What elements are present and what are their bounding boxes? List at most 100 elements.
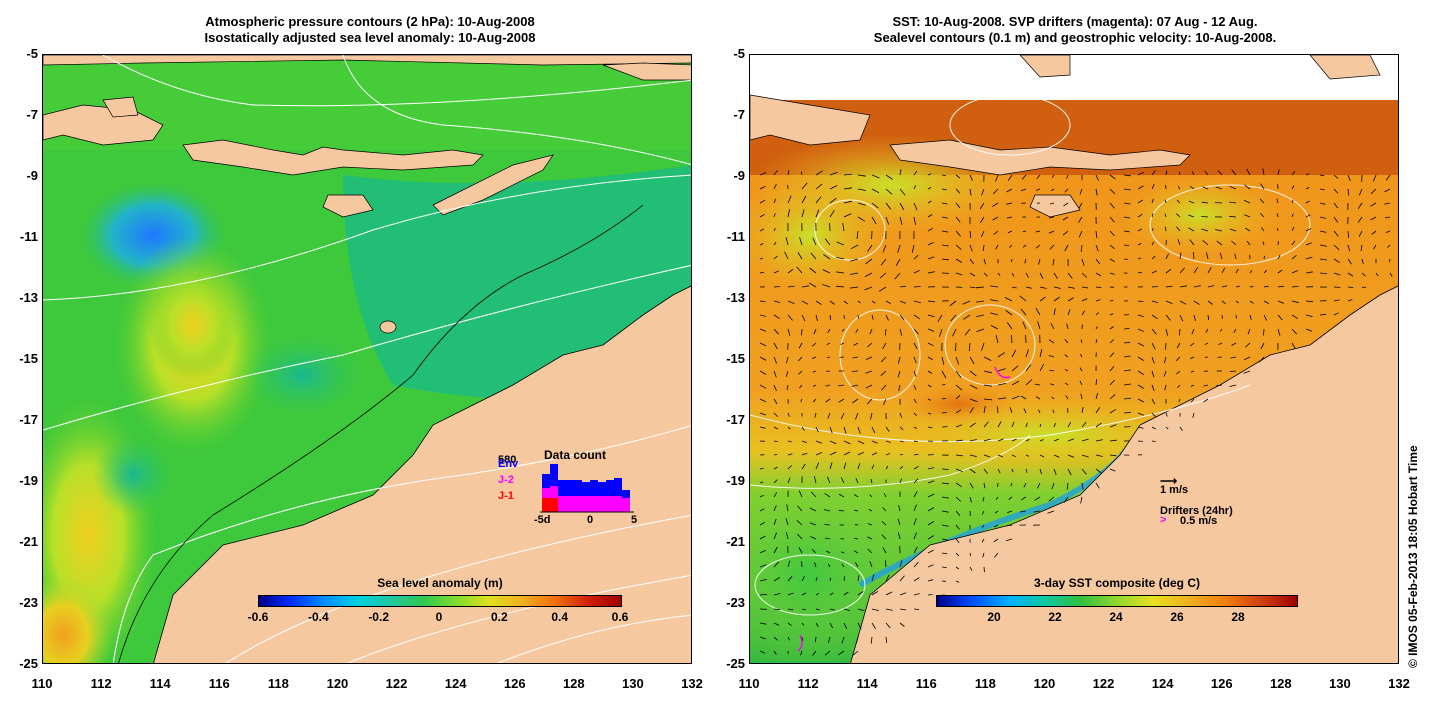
velocity-vector	[1025, 349, 1029, 358]
velocity-vector	[759, 384, 767, 389]
right-map-panel	[749, 54, 1399, 664]
velocity-vector	[1023, 482, 1027, 488]
velocity-vector	[881, 521, 887, 526]
right-xtick: 120	[1033, 676, 1056, 691]
velocity-vector	[759, 342, 767, 347]
velocity-vector	[1062, 230, 1069, 236]
velocity-vector	[825, 384, 831, 387]
velocity-vector	[842, 223, 845, 232]
velocity-vector	[826, 550, 831, 554]
velocity-vector	[975, 286, 985, 289]
velocity-vector	[1372, 174, 1377, 182]
velocity-vector	[1203, 384, 1209, 387]
velocity-vector	[1319, 188, 1325, 191]
left-xtick: 122	[385, 676, 408, 691]
velocity-vector	[1137, 228, 1143, 232]
velocity-vector	[1137, 213, 1143, 218]
velocity-vector	[1007, 174, 1013, 181]
velocity-vector	[1036, 174, 1041, 179]
velocity-vector	[981, 524, 985, 528]
velocity-vector	[1011, 421, 1015, 428]
velocity-vector	[1020, 510, 1027, 513]
velocity-vector	[843, 608, 850, 611]
velocity-vector	[857, 188, 866, 191]
velocity-vector	[1151, 213, 1154, 218]
velocity-vector	[1221, 300, 1226, 305]
velocity-vector	[1011, 395, 1020, 400]
velocity-vector	[798, 342, 803, 349]
velocity-vector	[1219, 328, 1223, 332]
inset-top-value: 580	[498, 454, 517, 466]
velocity-vector	[941, 538, 948, 541]
velocity-vector	[759, 578, 767, 582]
velocity-vector	[1095, 244, 1099, 252]
velocity-vector	[1176, 370, 1181, 375]
velocity-vector	[838, 509, 845, 512]
velocity-vector	[1347, 188, 1350, 196]
velocity-vector	[1095, 482, 1100, 489]
velocity-vector	[1081, 298, 1088, 302]
right-ytick: -21	[726, 534, 745, 549]
velocity-vector	[898, 384, 901, 392]
velocity-vector	[787, 328, 791, 336]
velocity-vector	[857, 174, 866, 177]
velocity-vector	[1095, 468, 1102, 474]
velocity-vector	[941, 468, 949, 470]
velocity-vector	[851, 384, 859, 387]
velocity-vector	[897, 518, 901, 526]
velocity-vector	[1053, 296, 1060, 302]
velocity-vector	[1137, 257, 1142, 260]
velocity-vector	[1176, 213, 1181, 218]
velocity-vector	[829, 185, 838, 190]
velocity-vector	[1357, 202, 1363, 210]
velocity-vector	[1081, 310, 1086, 316]
velocity-vector	[1291, 213, 1294, 218]
velocity-vector	[1261, 227, 1265, 232]
velocity-vector	[871, 202, 879, 209]
velocity-vector	[1385, 174, 1391, 181]
velocity-vector	[857, 463, 861, 470]
velocity-vector	[927, 454, 934, 456]
velocity-vector	[843, 440, 851, 445]
inset-xtick-5: 5	[631, 514, 638, 526]
velocity-vector	[913, 356, 917, 364]
velocity-vector	[913, 398, 917, 404]
velocity-vector	[1081, 407, 1084, 414]
velocity-vector	[1262, 241, 1265, 246]
velocity-vector	[993, 538, 999, 543]
velocity-vector	[1190, 370, 1195, 373]
velocity-vector	[1259, 356, 1265, 363]
velocity-vector	[864, 286, 873, 291]
velocity-vector	[1291, 226, 1295, 232]
velocity-vector	[1095, 422, 1102, 428]
velocity-vector	[897, 370, 901, 378]
velocity-vector	[937, 314, 943, 323]
left-colorbar-tick: -0.6	[247, 610, 269, 624]
velocity-vector	[843, 300, 848, 305]
velocity-vector	[927, 300, 935, 303]
inset-xtick-minus5: -5d	[534, 514, 551, 526]
velocity-vector	[773, 492, 778, 498]
velocity-vector	[963, 314, 971, 320]
velocity-vector	[1009, 407, 1013, 414]
velocity-vector	[870, 479, 873, 484]
velocity-vector	[913, 254, 919, 260]
velocity-vector	[1360, 244, 1363, 251]
velocity-vector	[799, 384, 803, 389]
velocity-vector	[1010, 482, 1013, 487]
velocity-vector	[838, 493, 845, 498]
velocity-vector	[899, 453, 904, 456]
velocity-vector	[1246, 168, 1251, 176]
velocity-vector	[927, 564, 934, 568]
velocity-vector	[1177, 239, 1181, 246]
velocity-vector	[809, 507, 817, 512]
velocity-vector	[1207, 314, 1210, 321]
velocity-vector	[1048, 496, 1055, 502]
velocity-vector	[840, 551, 845, 554]
velocity-vector	[1109, 424, 1117, 428]
velocity-vector	[815, 462, 820, 470]
velocity-vector	[785, 370, 789, 377]
velocity-vector	[1229, 228, 1237, 232]
velocity-vector	[1179, 252, 1182, 260]
velocity-vector	[1109, 339, 1114, 344]
